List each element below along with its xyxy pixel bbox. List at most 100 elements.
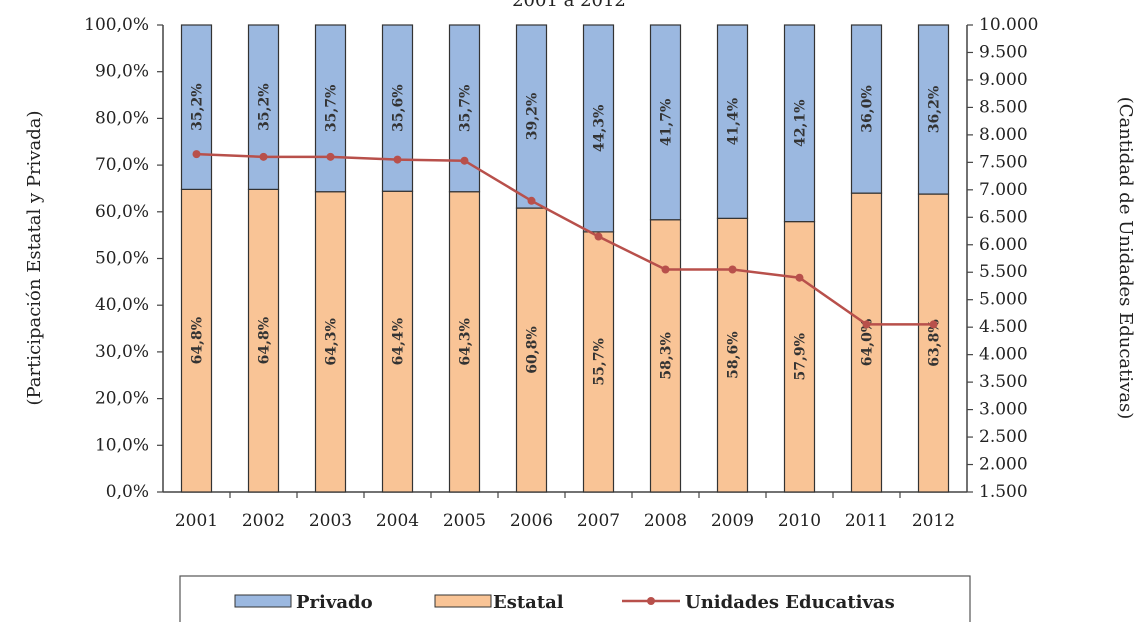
bar-label-privado: 41,4% — [726, 98, 742, 145]
bar-estatal — [448, 191, 481, 493]
bar-estatal — [716, 217, 749, 493]
line-point — [326, 152, 335, 161]
bar-label-privado: 36,2% — [927, 86, 943, 133]
y-left-tick-label: 0,0% — [106, 482, 149, 502]
legend: Privado Estatal Unidades Educativas — [179, 575, 971, 626]
bar-estatal — [381, 190, 414, 493]
bar-label-estatal: 64,8% — [257, 317, 273, 364]
line-point — [728, 265, 737, 274]
line-point — [929, 320, 938, 329]
x-tick-label: 2008 — [644, 511, 687, 531]
bar-label-estatal: 64,3% — [458, 318, 474, 365]
bar-privado — [247, 24, 280, 190]
y-right-tick-label: 9.500 — [979, 42, 1028, 62]
bar-label-estatal: 60,8% — [525, 326, 541, 373]
y-left-tick-label: 50,0% — [95, 249, 149, 269]
y-right-tick-label: 8.000 — [979, 125, 1028, 145]
bar-privado — [314, 24, 347, 193]
line-point — [527, 196, 536, 205]
x-tick-label: 2004 — [376, 511, 419, 531]
bar-privado — [582, 24, 615, 233]
y-left-tick-label: 80,0% — [95, 108, 149, 128]
line-point — [795, 273, 804, 282]
line-point — [393, 155, 402, 164]
x-tick-label: 2006 — [510, 511, 553, 531]
legend-marker-unidades — [647, 597, 655, 605]
y-right-tick-label: 5.500 — [979, 262, 1028, 282]
bar-estatal — [515, 207, 548, 493]
line-unidades-educativas — [196, 152, 934, 326]
bar-label-privado: 41,7% — [659, 99, 675, 146]
bar-label-privado: 44,3% — [592, 105, 608, 152]
bar-estatal — [247, 188, 280, 493]
bar-label-estatal: 64,0% — [860, 319, 876, 366]
x-tick-label: 2011 — [845, 511, 888, 531]
y-right-tick-label: 9.000 — [979, 70, 1028, 90]
y-axis-left-title: (Participación Estatal y Privada) — [24, 110, 45, 405]
bar-privado — [180, 24, 213, 190]
y-right-tick-label: 1.500 — [979, 482, 1028, 502]
bar-label-privado: 35,2% — [190, 83, 206, 130]
y-right-tick-label: 3.500 — [979, 372, 1028, 392]
line-point — [594, 232, 603, 241]
legend-box — [179, 575, 971, 626]
y-right-tick-label: 10.000 — [979, 15, 1038, 35]
legend-label-estatal: Estatal — [493, 592, 564, 613]
y-right-tick-label: 2.000 — [979, 455, 1028, 475]
x-tick-label: 2003 — [309, 511, 352, 531]
bar-estatal — [850, 192, 883, 493]
bars-layer: 64,8% 35,2% 64,8% 35,2% 64,3% 35,7% 64,4% 35,6%… — [180, 24, 950, 493]
y-right-tick-label: 6.000 — [979, 235, 1028, 255]
y-left-tick-label: 40,0% — [95, 295, 149, 315]
legend-label-unidades: Unidades Educativas — [685, 592, 895, 613]
y-left-tick-label: 70,0% — [95, 155, 149, 175]
bar-label-estatal: 64,4% — [391, 318, 407, 365]
line-point — [460, 156, 469, 165]
y-left-tick-label: 60,0% — [95, 202, 149, 222]
y-right-tick-label: 3.000 — [979, 400, 1028, 420]
axis-layer: 0,0% 10,0% 20,0% 30,0% 40,0% 50,0% 60,0% 70,0% 8… — [84, 15, 1038, 531]
y-right-tick-label: 8.500 — [979, 97, 1028, 117]
bar-label-estatal: 58,3% — [659, 332, 675, 379]
line-point — [192, 150, 201, 159]
y-right-tick-label: 2.500 — [979, 427, 1028, 447]
bar-label-estatal: 63,8% — [927, 319, 943, 366]
y-right-tick-label: 4.000 — [979, 345, 1028, 365]
x-tick-label: 2001 — [175, 511, 218, 531]
bar-label-privado: 42,1% — [793, 100, 809, 147]
x-tick-label: 2005 — [443, 511, 486, 531]
bar-label-privado: 35,2% — [257, 83, 273, 130]
bar-label-estatal: 64,3% — [324, 318, 340, 365]
x-tick-label: 2012 — [912, 511, 955, 531]
bar-label-estatal: 64,8% — [190, 317, 206, 364]
bar-privado — [850, 24, 883, 194]
bar-privado — [917, 24, 950, 195]
y-right-tick-label: 7.000 — [979, 180, 1028, 200]
chart-title: 2001 a 2012 — [512, 0, 626, 11]
bar-label-privado: 36,0% — [860, 85, 876, 132]
bar-label-privado: 35,7% — [324, 85, 340, 132]
y-left-tick-label: 20,0% — [95, 389, 149, 409]
y-left-tick-label: 30,0% — [95, 342, 149, 362]
line-layer — [192, 150, 938, 329]
y-left-tick-label: 90,0% — [95, 62, 149, 82]
line-point — [862, 320, 871, 329]
legend-label-privado: Privado — [296, 592, 373, 613]
y-right-tick-label: 4.500 — [979, 317, 1028, 337]
bar-privado — [649, 24, 682, 221]
bar-privado — [783, 24, 816, 223]
x-tick-label: 2010 — [778, 511, 821, 531]
bar-label-estatal: 55,7% — [592, 338, 608, 385]
bar-estatal — [582, 231, 615, 493]
x-tick-label: 2002 — [242, 511, 285, 531]
y-left-tick-label: 10,0% — [95, 435, 149, 455]
bar-privado — [716, 24, 749, 219]
bar-label-privado: 35,7% — [458, 85, 474, 132]
x-tick-label: 2009 — [711, 511, 754, 531]
bar-privado — [515, 24, 548, 209]
x-tick-label: 2007 — [577, 511, 620, 531]
bar-estatal — [783, 221, 816, 493]
y-right-tick-label: 5.000 — [979, 290, 1028, 310]
